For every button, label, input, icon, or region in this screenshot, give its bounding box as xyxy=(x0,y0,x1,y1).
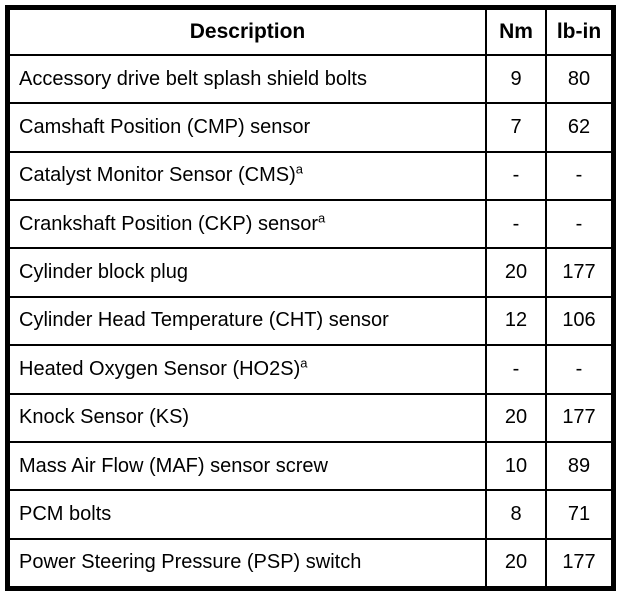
description-cell: Camshaft Position (CMP) sensor xyxy=(10,104,487,151)
description-text: PCM bolts xyxy=(19,502,112,525)
lb-in-value: 80 xyxy=(567,67,591,90)
description-text: Cylinder block plug xyxy=(19,261,188,284)
description-text: Accessory drive belt splash shield bolts xyxy=(19,67,367,90)
description-text: Knock Sensor (KS) xyxy=(19,406,190,429)
description-text: Catalyst Monitor Sensor (CMS) xyxy=(19,164,296,187)
lb-in-value: - xyxy=(575,212,583,235)
nm-value: 20 xyxy=(487,394,547,441)
nm-value: 12 xyxy=(487,297,547,345)
nm-value: - xyxy=(487,152,547,200)
lb-in-value: 106 xyxy=(562,309,596,332)
description-cell: Cylinder Head Temperature (CHT) sensor xyxy=(10,297,487,345)
description-cell: Heated Oxygen Sensor (HO2S)a xyxy=(10,346,487,393)
description-cell: Crankshaft Position (CKP) sensora xyxy=(10,201,487,248)
description-cell: Cylinder block plug xyxy=(10,249,487,296)
nm-value: 7 xyxy=(487,104,547,151)
lb-in-value: - xyxy=(575,164,583,187)
lb-in-value: 177 xyxy=(562,406,596,429)
table-row: Cylinder Head Temperature (CHT) sensor 1… xyxy=(10,297,611,347)
lb-in-value: 71 xyxy=(567,502,591,525)
nm-value: - xyxy=(487,346,547,393)
nm-value: 10 xyxy=(487,442,547,490)
table-row: PCM bolts 8 71 xyxy=(10,491,611,540)
description-text: Power Steering Pressure (PSP) switch xyxy=(19,551,362,574)
torque-spec-table: Description Nm lb-in Accessory drive bel… xyxy=(5,5,616,591)
description-cell: Accessory drive belt splash shield bolts xyxy=(10,56,487,103)
footnote-marker: a xyxy=(300,355,308,371)
lb-in-value: 177 xyxy=(562,551,596,574)
nm-value: 9 xyxy=(487,56,547,103)
table-row: Catalyst Monitor Sensor (CMS)a - - xyxy=(10,152,611,202)
description-text: Mass Air Flow (MAF) sensor screw xyxy=(19,454,328,477)
table-row: Knock Sensor (KS) 20 177 xyxy=(10,394,611,443)
footnote-marker: a xyxy=(318,210,326,226)
table-row: Heated Oxygen Sensor (HO2S)a - - xyxy=(10,346,611,395)
lb-in-value: 89 xyxy=(567,454,591,477)
description-cell: Knock Sensor (KS) xyxy=(10,394,487,441)
header-nm: Nm xyxy=(487,10,547,54)
table-row: Power Steering Pressure (PSP) switch 20 … xyxy=(10,539,611,586)
lb-in-value: 177 xyxy=(562,261,596,284)
nm-value: - xyxy=(487,201,547,248)
header-description: Description xyxy=(10,10,487,54)
description-cell: PCM bolts xyxy=(10,491,487,538)
description-text: Camshaft Position (CMP) sensor xyxy=(19,116,311,139)
nm-value: 20 xyxy=(487,249,547,296)
lb-in-value: 62 xyxy=(567,116,591,139)
description-text: Cylinder Head Temperature (CHT) sensor xyxy=(19,309,389,332)
description-text: Crankshaft Position (CKP) sensor xyxy=(19,212,319,235)
nm-value: 8 xyxy=(487,491,547,538)
description-cell: Power Steering Pressure (PSP) switch xyxy=(10,539,487,586)
nm-value: 20 xyxy=(487,539,547,586)
header-lb-in: lb-in xyxy=(556,20,602,43)
description-text: Heated Oxygen Sensor (HO2S) xyxy=(19,357,301,380)
table-row: Mass Air Flow (MAF) sensor screw 10 89 xyxy=(10,442,611,492)
footnote-marker: a xyxy=(295,161,303,177)
table-row: Accessory drive belt splash shield bolts… xyxy=(10,56,611,105)
description-cell: Catalyst Monitor Sensor (CMS)a xyxy=(10,152,487,200)
table-row: Crankshaft Position (CKP) sensora - - xyxy=(10,201,611,250)
lb-in-value: - xyxy=(575,357,583,380)
table-row: Cylinder block plug 20 177 xyxy=(10,249,611,298)
table-header-row: Description Nm lb-in xyxy=(10,10,611,56)
table-row: Camshaft Position (CMP) sensor 7 62 xyxy=(10,104,611,153)
description-cell: Mass Air Flow (MAF) sensor screw xyxy=(10,442,487,490)
